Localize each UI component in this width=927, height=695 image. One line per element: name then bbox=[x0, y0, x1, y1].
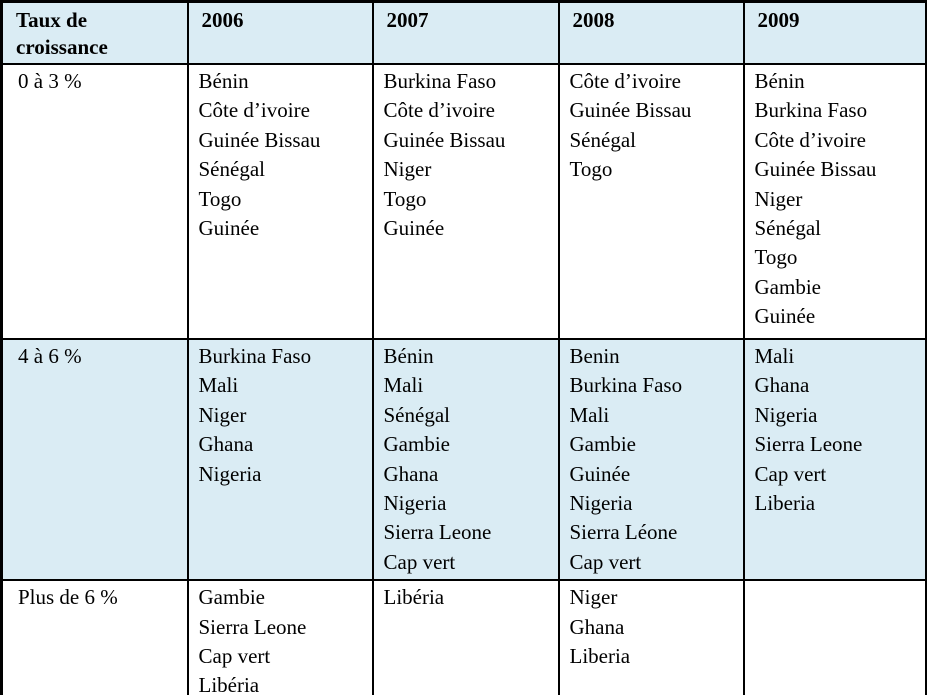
header-year-2007: 2007 bbox=[371, 0, 560, 65]
row-more-than-6-percent: Plus de 6 % Gambie Sierra Leone Cap vert… bbox=[0, 579, 927, 695]
row-label-0-to-3: 0 à 3 % bbox=[0, 63, 189, 340]
cell-plus6-2006: Gambie Sierra Leone Cap vert Libéria bbox=[186, 579, 374, 695]
row-label-4-to-6: 4 à 6 % bbox=[0, 337, 189, 582]
header-growth-rate: Taux de croissance bbox=[0, 0, 189, 65]
row-label-more-than-6: Plus de 6 % bbox=[0, 579, 189, 695]
cell-4to6-2009: Mali Ghana Nigeria Sierra Leone Cap vert… bbox=[742, 337, 927, 582]
cell-0to3-2008: Côte d’ivoire Guinée Bissau Sénégal Togo bbox=[557, 63, 745, 340]
cell-plus6-2008: Niger Ghana Liberia bbox=[557, 579, 745, 695]
header-year-2009: 2009 bbox=[742, 0, 927, 65]
row-4-to-6-percent: 4 à 6 % Burkina Faso Mali Niger Ghana Ni… bbox=[0, 337, 927, 582]
cell-plus6-2007: Libéria bbox=[371, 579, 560, 695]
header-row: Taux de croissance 2006 2007 2008 2009 bbox=[0, 0, 927, 65]
cell-4to6-2008: Benin Burkina Faso Mali Gambie Guinée Ni… bbox=[557, 337, 745, 582]
cell-4to6-2006: Burkina Faso Mali Niger Ghana Nigeria bbox=[186, 337, 374, 582]
row-0-to-3-percent: 0 à 3 % Bénin Côte d’ivoire Guinée Bissa… bbox=[0, 63, 927, 340]
header-year-2008: 2008 bbox=[557, 0, 745, 65]
cell-0to3-2007: Burkina Faso Côte d’ivoire Guinée Bissau… bbox=[371, 63, 560, 340]
header-year-2006: 2006 bbox=[186, 0, 374, 65]
cell-0to3-2009: Bénin Burkina Faso Côte d’ivoire Guinée … bbox=[742, 63, 927, 340]
cell-plus6-2009 bbox=[742, 579, 927, 695]
cell-4to6-2007: Bénin Mali Sénégal Gambie Ghana Nigeria … bbox=[371, 337, 560, 582]
cell-0to3-2006: Bénin Côte d’ivoire Guinée Bissau Sénéga… bbox=[186, 63, 374, 340]
